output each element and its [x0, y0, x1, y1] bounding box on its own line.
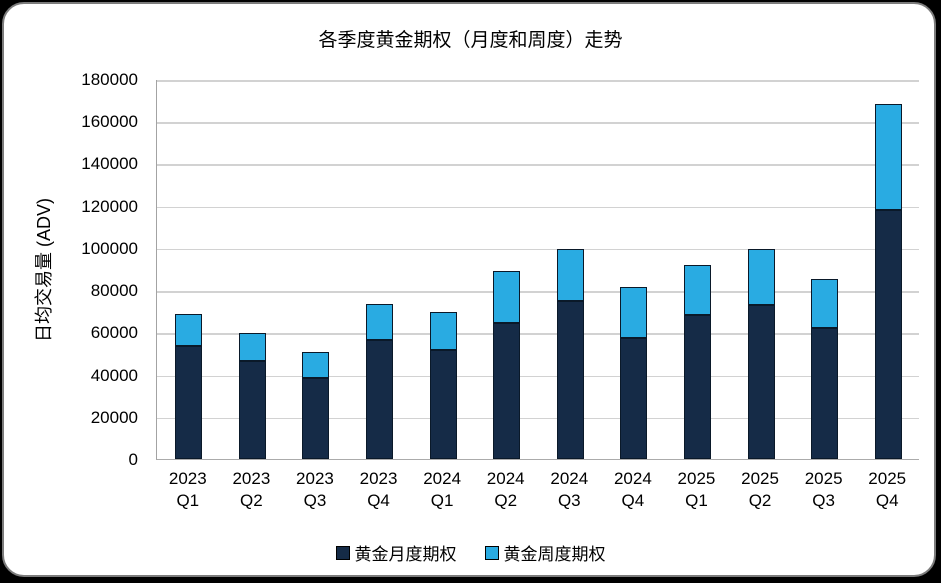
gridline [157, 248, 919, 251]
plot-area [156, 80, 919, 460]
bar-segment-weekly-2023-Q4 [366, 303, 394, 340]
chart-card [2, 2, 936, 577]
y-tick-label: 180000 [81, 70, 138, 89]
bar-segment-weekly-2024-Q4 [620, 286, 648, 338]
x-tick-label: 2025 Q3 [804, 469, 843, 510]
bar-segment-weekly-2023-Q1 [175, 314, 203, 347]
bar-segment-weekly-2025-Q4 [874, 104, 902, 210]
gridline [157, 291, 919, 293]
bar-segment-weekly-2025-Q2 [747, 248, 775, 305]
gridline [157, 164, 919, 166]
bar-segment-monthly-2024-Q4 [620, 337, 648, 459]
y-tick-label: 100000 [81, 238, 138, 258]
y-tick-label: 120000 [81, 196, 138, 216]
y-axis-title: 日均交易量 (ADV) [34, 198, 54, 342]
x-tick-label: 2024 Q1 [423, 469, 462, 510]
gridline [157, 80, 919, 82]
bar-segment-weekly-2024-Q3 [556, 248, 584, 301]
bar-segment-weekly-2024-Q2 [493, 271, 521, 323]
bar-segment-weekly-2025-Q1 [683, 264, 711, 316]
legend-swatch-icon [335, 545, 350, 560]
gridline [157, 417, 919, 420]
bar-segment-monthly-2023-Q1 [175, 346, 203, 459]
legend: 黄金月度期权 黄金周度期权 [0, 540, 941, 565]
x-tick-label: 2025 Q2 [741, 469, 779, 510]
x-tick-label: 2025 Q4 [868, 469, 907, 510]
bar-segment-monthly-2024-Q3 [556, 300, 584, 459]
bar-segment-monthly-2025-Q3 [811, 328, 839, 459]
x-tick-label: 2025 Q1 [677, 469, 716, 510]
bar-segment-weekly-2023-Q3 [302, 352, 330, 378]
bar-segment-weekly-2023-Q2 [238, 333, 266, 361]
y-tick-label: 160000 [81, 112, 138, 132]
bar-segment-monthly-2024-Q1 [429, 350, 457, 459]
y-tick-label: 0 [128, 450, 138, 469]
y-tick-label: 20000 [90, 407, 138, 427]
bar-segment-monthly-2025-Q2 [747, 304, 775, 459]
legend-swatch-icon [484, 545, 499, 560]
bar-segment-weekly-2024-Q1 [429, 312, 457, 351]
bar-segment-monthly-2025-Q4 [874, 209, 902, 459]
bar-segment-monthly-2024-Q2 [493, 322, 521, 459]
x-tick-label: 2024 Q3 [550, 469, 589, 510]
bar-segment-monthly-2023-Q2 [238, 360, 266, 459]
gridline [157, 375, 919, 378]
bar-segment-monthly-2023-Q3 [302, 377, 330, 459]
x-tick-label: 2023 Q2 [232, 469, 271, 510]
legend-item-weekly: 黄金周度期权 [484, 540, 606, 565]
x-tick-label: 2023 Q4 [359, 469, 398, 510]
x-tick-label: 2024 Q2 [486, 469, 525, 510]
legend-label: 黄金月度期权 [354, 545, 457, 564]
bar-segment-weekly-2025-Q3 [811, 278, 839, 329]
x-tick-label: 2023 Q1 [168, 469, 207, 510]
y-tick-label: 40000 [90, 365, 138, 385]
gridline [157, 206, 919, 209]
gridline [157, 333, 919, 335]
y-tick-label: 140000 [81, 154, 138, 174]
gridline [157, 122, 919, 124]
bar-segment-monthly-2023-Q4 [366, 339, 394, 459]
bar-segment-monthly-2025-Q1 [683, 315, 711, 459]
y-tick-label: 80000 [90, 281, 138, 301]
legend-item-monthly: 黄金月度期权 [335, 540, 457, 565]
x-tick-label: 2023 Q3 [296, 469, 334, 510]
legend-label: 黄金周度期权 [503, 545, 606, 564]
x-tick-label: 2024 Q4 [613, 469, 652, 510]
y-tick-label: 60000 [90, 323, 138, 343]
chart-title: 各季度黄金期权（月度和周度）走势 [318, 30, 623, 51]
